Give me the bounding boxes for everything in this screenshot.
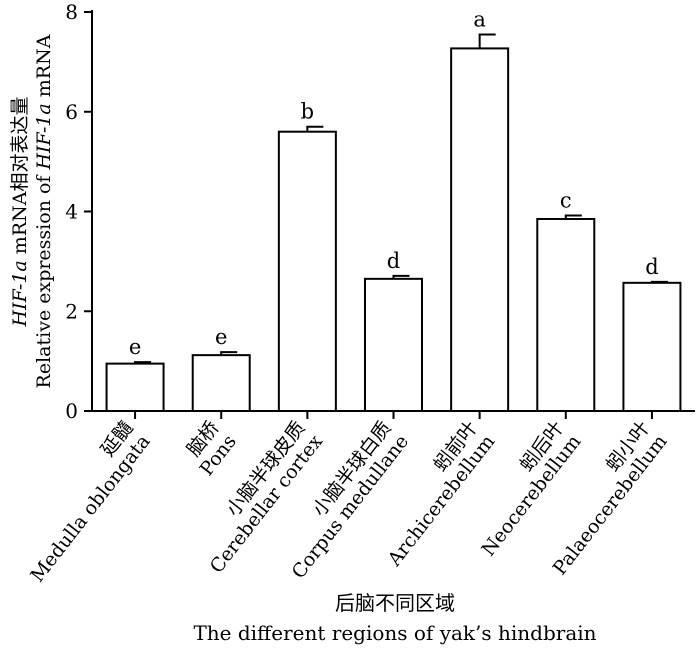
significance-letter: d <box>645 255 658 279</box>
significance-letter: d <box>387 249 400 273</box>
significance-letter: a <box>473 7 486 31</box>
y-tick-label: 6 <box>65 100 78 124</box>
bar <box>450 47 510 412</box>
y-axis-title-span: HIF-1a <box>9 260 31 327</box>
significance-letter: b <box>301 100 314 124</box>
y-axis-title-text: HIF-1a mRNA相对表达量 Relative expression of H… <box>9 34 55 388</box>
y-tick-label: 2 <box>65 299 78 323</box>
y-axis-title-line1: HIF-1a mRNA相对表达量 <box>9 97 31 328</box>
y-axis-title-line2: Relative expression of HIF-1a mRNA <box>33 34 55 388</box>
bar <box>277 130 337 412</box>
y-tick-label: 4 <box>65 200 78 224</box>
bar <box>622 281 682 413</box>
bar <box>364 277 423 412</box>
bar <box>105 362 165 412</box>
significance-letter: e <box>129 335 141 359</box>
y-tick-label: 8 <box>65 0 78 24</box>
x-axis-title-zh: 后脑不同区域 <box>335 591 455 615</box>
x-tick-label-en: Medulla oblongata <box>26 431 154 587</box>
x-axis-title-en: The different regions of yak’s hindbrain <box>193 621 596 645</box>
x-axis-title: 后脑不同区域 The different regions of yak’s hi… <box>193 591 596 645</box>
y-axis-title-span: mRNA <box>33 34 55 103</box>
bars-group: e e b d a c d <box>105 7 682 413</box>
y-tick-label: 0 <box>65 399 78 423</box>
significance-letter: e <box>215 325 227 349</box>
bar <box>191 354 251 413</box>
significance-letter: c <box>560 188 572 212</box>
y-axis-title: HIF-1a mRNA相对表达量 Relative expression of H… <box>9 34 55 388</box>
y-axis-title-span: mRNA相对表达量 <box>9 97 31 261</box>
y-axis-title-span: HIF-1a <box>33 103 55 170</box>
y-axis-title-span: Relative expression of <box>33 170 55 389</box>
bar <box>536 217 596 412</box>
